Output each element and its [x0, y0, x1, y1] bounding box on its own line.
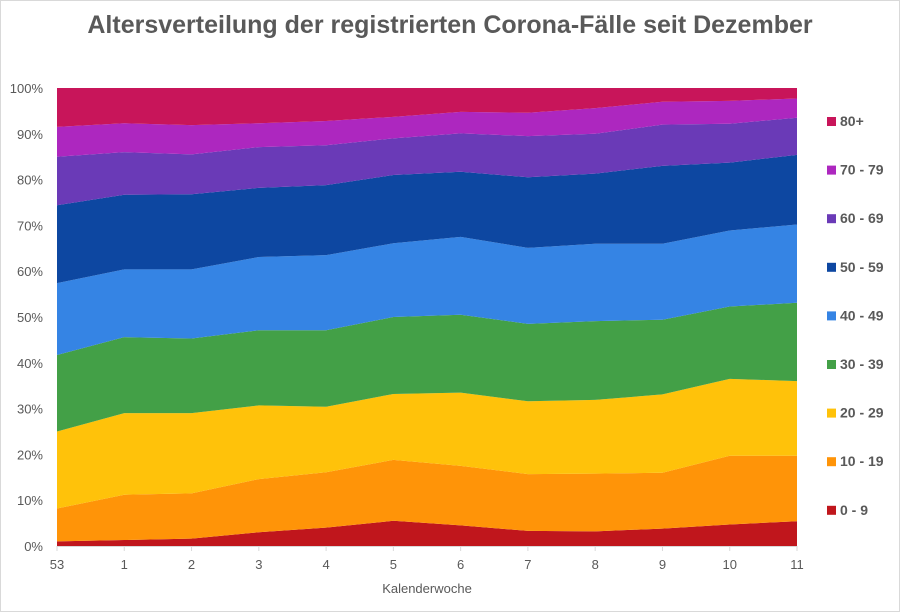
x-axis-ticks: 53 1 2 3 4 5 6 7 8 9 10 11 — [50, 546, 804, 572]
legend-swatch — [827, 360, 836, 369]
legend-label: 0 - 9 — [840, 502, 868, 518]
x-tick-label: 1 — [121, 557, 128, 572]
x-tick-label: 7 — [524, 557, 531, 572]
area-series-5 — [57, 154, 797, 284]
y-axis-ticks: 0% 10% 20% 30% 40% 50% 60% 70% 80% 90% 100% — [10, 81, 44, 554]
y-tick-label: 0% — [24, 539, 43, 554]
x-tick-label: 10 — [722, 557, 736, 572]
x-tick-label: 5 — [390, 557, 397, 572]
y-tick-label: 80% — [17, 173, 43, 188]
legend-swatch — [827, 408, 836, 418]
area-series-2 — [57, 378, 797, 509]
x-tick-label: 3 — [255, 557, 262, 572]
legend-label: 20 - 29 — [840, 405, 884, 421]
area-series-group — [57, 88, 797, 546]
area-series-1 — [57, 455, 797, 542]
x-tick-label: 6 — [457, 557, 464, 572]
legend: 80+ 70 - 79 60 - 69 50 - 59 40 - 49 30 - 39 20… — [827, 113, 884, 518]
area-series-6 — [57, 117, 797, 206]
y-tick-label: 30% — [17, 402, 43, 417]
x-tick-label: 2 — [188, 557, 195, 572]
y-tick-label: 100% — [10, 81, 44, 96]
legend-label: 60 - 69 — [840, 210, 884, 226]
legend-swatch — [827, 505, 836, 515]
legend-label: 50 - 59 — [840, 259, 884, 275]
legend-label: 40 - 49 — [840, 307, 884, 323]
y-tick-label: 90% — [17, 127, 43, 142]
x-tick-label: 4 — [322, 557, 329, 572]
y-tick-label: 50% — [17, 310, 43, 325]
legend-swatch — [827, 262, 836, 272]
x-axis-title: Kalenderwoche — [382, 581, 472, 596]
legend-swatch — [827, 165, 836, 175]
x-tick-label: 53 — [50, 557, 64, 572]
y-tick-label: 60% — [17, 264, 43, 279]
area-series-8 — [57, 88, 797, 127]
area-series-7 — [57, 98, 797, 157]
legend-label: 30 - 39 — [840, 356, 884, 372]
x-tick-label: 8 — [592, 557, 599, 572]
legend-swatch — [827, 311, 836, 321]
y-tick-label: 20% — [17, 447, 43, 462]
legend-swatch — [827, 117, 836, 126]
legend-label: 70 - 79 — [840, 162, 884, 178]
area-series-0 — [57, 520, 797, 546]
y-tick-label: 70% — [17, 218, 43, 233]
y-tick-label: 40% — [17, 356, 43, 371]
legend-label: 80+ — [840, 113, 864, 129]
legend-swatch — [827, 457, 836, 467]
x-tick-label: 9 — [659, 557, 666, 572]
chart-title-text: Altersverteilung der registrierten Coron… — [87, 11, 813, 39]
y-tick-label: 10% — [17, 493, 43, 508]
area-series-4 — [57, 224, 797, 356]
legend-label: 10 - 19 — [840, 453, 884, 469]
legend-swatch — [827, 214, 836, 224]
area-series-3 — [57, 302, 797, 432]
x-tick-label: 11 — [790, 557, 804, 572]
chart-title: Altersverteilung der registrierten Coron… — [0, 10, 900, 41]
